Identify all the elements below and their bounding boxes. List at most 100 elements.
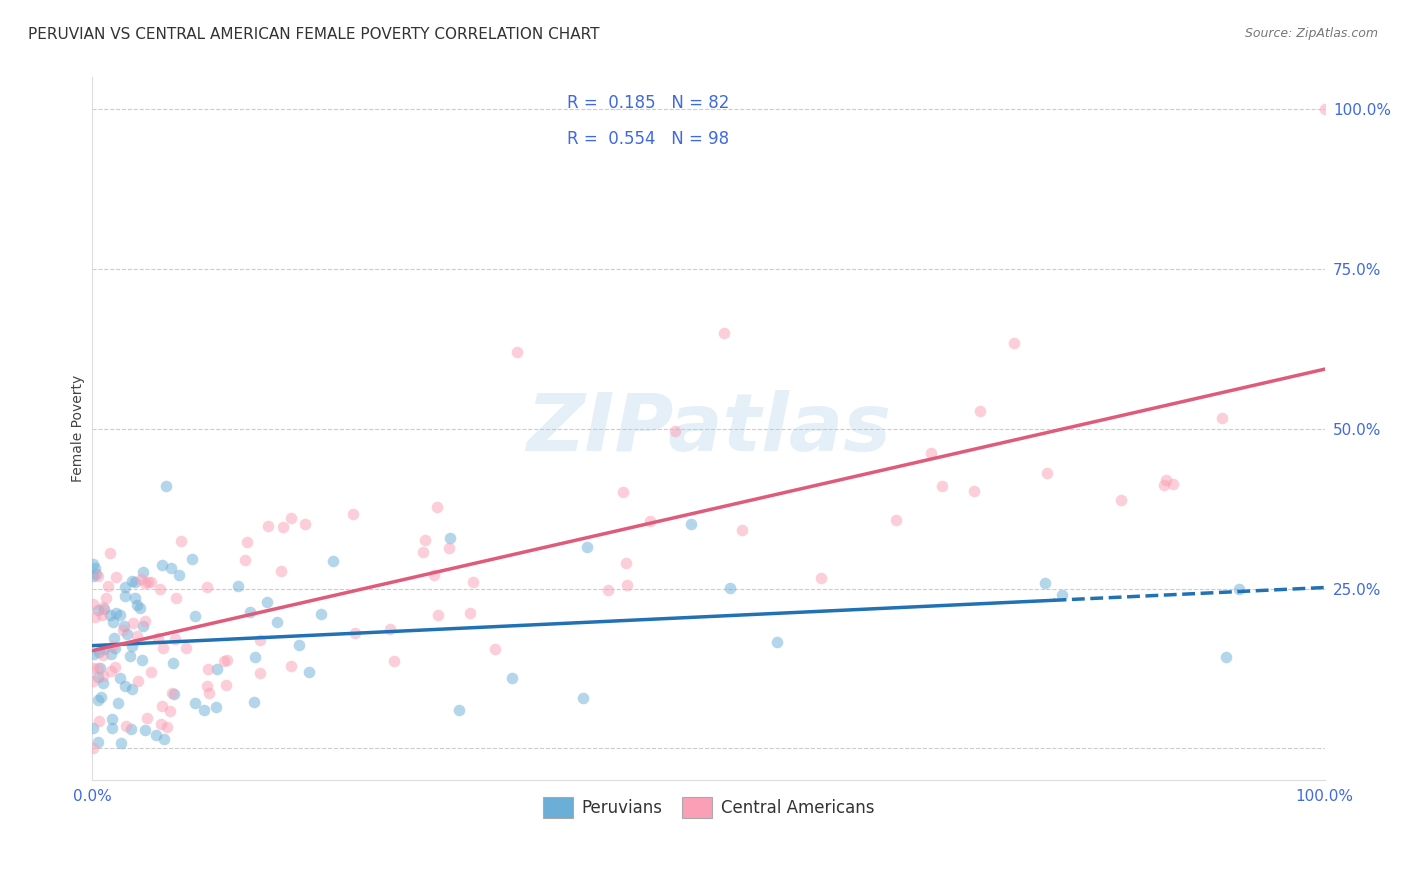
Point — [153, 731, 176, 746]
Point — [713, 326, 735, 340]
Point — [162, 656, 184, 670]
Point — [215, 678, 238, 692]
Point — [124, 591, 146, 605]
Point — [121, 640, 143, 654]
Point — [460, 606, 482, 620]
Point — [449, 703, 471, 717]
Point — [131, 653, 153, 667]
Point — [83, 610, 105, 624]
Point — [382, 654, 405, 668]
Point — [150, 558, 173, 573]
Point — [115, 627, 138, 641]
Text: Source: ZipAtlas.com: Source: ZipAtlas.com — [1244, 27, 1378, 40]
Point — [298, 665, 321, 679]
Point — [101, 615, 124, 629]
Point — [163, 632, 186, 646]
Point — [87, 603, 110, 617]
Point — [103, 631, 125, 645]
Point — [132, 566, 155, 580]
Point — [115, 719, 138, 733]
Point — [280, 510, 302, 524]
Point — [108, 608, 131, 623]
Point — [104, 660, 127, 674]
Point — [1154, 473, 1177, 487]
Point — [412, 545, 434, 559]
Point — [167, 568, 190, 582]
Point — [136, 575, 159, 590]
Point — [249, 633, 271, 648]
Point — [112, 623, 135, 637]
Point — [427, 607, 450, 622]
Point — [236, 534, 259, 549]
Point — [121, 681, 143, 696]
Point — [765, 635, 787, 649]
Point — [931, 479, 953, 493]
Point — [139, 665, 162, 679]
Point — [160, 686, 183, 700]
Point — [598, 583, 620, 598]
Point — [810, 570, 832, 584]
Point — [884, 512, 907, 526]
Point — [82, 674, 104, 689]
Point — [576, 540, 599, 554]
Point — [679, 516, 702, 531]
Point — [343, 626, 366, 640]
Point — [87, 714, 110, 728]
Point — [104, 641, 127, 656]
Point — [1313, 103, 1336, 117]
Point — [98, 546, 121, 560]
Point — [149, 582, 172, 597]
Point — [242, 695, 264, 709]
Point — [120, 649, 142, 664]
Point — [198, 686, 221, 700]
Point — [205, 700, 228, 714]
Point — [114, 679, 136, 693]
Point — [217, 652, 239, 666]
Point — [266, 615, 288, 629]
Point — [415, 533, 437, 548]
Point — [152, 641, 174, 656]
Point — [120, 722, 142, 736]
Point — [104, 607, 127, 621]
Point — [294, 516, 316, 531]
Point — [134, 576, 156, 591]
Point — [89, 661, 111, 675]
Point — [163, 687, 186, 701]
Point — [127, 673, 149, 688]
Point — [243, 650, 266, 665]
Point — [83, 648, 105, 662]
Point — [174, 640, 197, 655]
Point — [423, 568, 446, 582]
Point — [112, 618, 135, 632]
Point — [84, 566, 107, 581]
Point — [612, 484, 634, 499]
Point — [193, 703, 215, 717]
Point — [271, 520, 294, 534]
Point — [170, 533, 193, 548]
Point — [129, 601, 152, 615]
Point — [437, 541, 460, 556]
Point — [1002, 336, 1025, 351]
Point — [614, 556, 637, 570]
Text: ZIPatlas: ZIPatlas — [526, 390, 891, 468]
Point — [506, 345, 529, 359]
Point — [195, 679, 218, 693]
Point — [82, 558, 104, 572]
Text: PERUVIAN VS CENTRAL AMERICAN FEMALE POVERTY CORRELATION CHART: PERUVIAN VS CENTRAL AMERICAN FEMALE POVE… — [28, 27, 599, 42]
Y-axis label: Female Poverty: Female Poverty — [72, 376, 86, 483]
Point — [101, 639, 124, 653]
Point — [114, 589, 136, 603]
Point — [87, 692, 110, 706]
Point — [122, 616, 145, 631]
Point — [114, 581, 136, 595]
Point — [98, 607, 121, 622]
Point — [159, 704, 181, 718]
Point — [124, 574, 146, 589]
Point — [288, 639, 311, 653]
Point — [82, 597, 104, 611]
Point — [91, 648, 114, 662]
Point — [107, 696, 129, 710]
Point — [82, 740, 104, 755]
Point — [87, 735, 110, 749]
Point — [1109, 493, 1132, 508]
